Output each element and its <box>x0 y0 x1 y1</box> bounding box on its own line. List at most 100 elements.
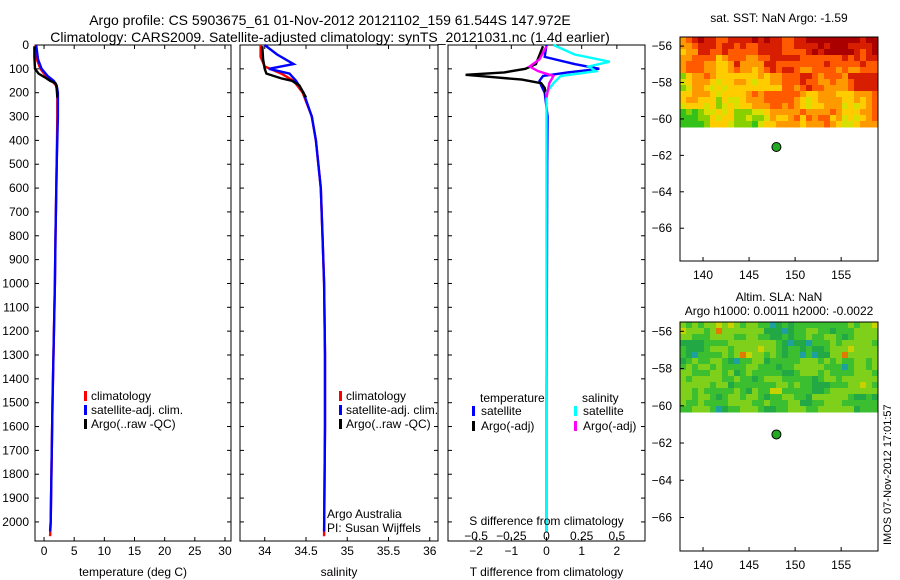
sla_map-cell <box>734 352 741 359</box>
sst_map-cell <box>812 85 819 92</box>
sla_map-cell <box>692 400 699 407</box>
sla_map-cell <box>836 328 843 335</box>
sst_map-cell <box>776 55 783 62</box>
sst_map-cell <box>836 61 843 68</box>
sla_map-cell <box>722 334 729 341</box>
sst_map-cell <box>728 103 735 110</box>
sla_map-cell <box>704 406 711 413</box>
sst_map-cell <box>800 49 807 56</box>
sst_map-cell <box>758 97 765 104</box>
sst_map-cell <box>800 97 807 104</box>
sst_map-cell <box>800 85 807 92</box>
sst_map-cell <box>866 121 873 128</box>
sla_map-cell <box>830 340 837 347</box>
sla_map-cell <box>824 322 831 329</box>
salinity-annotation-line2: PI: Susan Wijffels <box>327 521 421 535</box>
sst_map-cell <box>764 85 771 92</box>
sst_map-cell <box>842 85 849 92</box>
difference-top-tick-label: 0.25 <box>570 529 594 543</box>
sla_map-cell <box>836 334 843 341</box>
sst_map-cell <box>818 103 825 110</box>
sst_map-cell <box>686 73 693 80</box>
sla_map-cell <box>866 328 873 335</box>
sst_map-cell <box>848 121 855 128</box>
sla_map-title-1: Argo h1000: 0.0011 h2000: -0.0022 <box>685 304 874 318</box>
sla_map-cell <box>830 376 837 383</box>
sst_map-cell <box>854 67 861 74</box>
sst_map-cell <box>734 37 741 44</box>
sla_map-cell <box>740 340 747 347</box>
sla_map-cell <box>812 352 819 359</box>
sla_map-cell <box>866 358 873 365</box>
sst_map-cell <box>830 85 837 92</box>
sla_map-cell <box>746 322 753 329</box>
sst_map-cell <box>770 121 777 128</box>
sst_map-cell <box>866 49 873 56</box>
sla_map-cell <box>686 334 693 341</box>
sla_map-cell <box>872 328 879 335</box>
sst_map-cell <box>686 37 693 44</box>
sst_map-cell <box>806 67 813 74</box>
sst_map-cell <box>734 97 741 104</box>
difference-top-axis-label: S difference from climatology <box>469 514 624 528</box>
sla_map-cell <box>842 358 849 365</box>
sst_map-cell <box>854 37 861 44</box>
sla_map-cell <box>686 328 693 335</box>
sst_map-cell <box>764 103 771 110</box>
sst_map-cell <box>686 103 693 110</box>
sst_map-cell <box>722 73 729 80</box>
sst_map-cell <box>692 109 699 116</box>
sst_map-cell <box>782 91 789 98</box>
depth-tick-label: 0 <box>22 38 29 52</box>
sla_map-cell <box>836 382 843 389</box>
sst_map-cell <box>848 103 855 110</box>
sst_map-cell <box>848 61 855 68</box>
sst_map-cell <box>872 37 879 44</box>
sla_map-cell <box>848 370 855 377</box>
sla_map-cell <box>680 364 687 371</box>
temperature-x-tick-label: 10 <box>98 544 112 558</box>
sla_map-cell <box>692 388 699 395</box>
sla_map-cell <box>698 370 705 377</box>
sla_map-cell <box>806 328 813 335</box>
sst_map-cell <box>800 109 807 116</box>
sst_map-cell <box>698 103 705 110</box>
sla_map-cell <box>812 322 819 329</box>
sla_map-cell <box>680 406 687 413</box>
sst_map-cell <box>770 73 777 80</box>
sla_map-cell <box>770 376 777 383</box>
sla_map-cell <box>746 364 753 371</box>
sst_map-cell <box>824 61 831 68</box>
sla_map-cell <box>752 388 759 395</box>
sst_map-cell <box>860 43 867 50</box>
sst_map-y-tick-label: −66 <box>652 221 673 235</box>
sla_map-cell <box>698 406 705 413</box>
sst_map-cell <box>806 109 813 116</box>
sst_map-cell <box>848 85 855 92</box>
sst_map-cell <box>806 55 813 62</box>
sst_map-cell <box>746 61 753 68</box>
sst_map-cell <box>698 79 705 86</box>
sla_map-cell <box>818 328 825 335</box>
sla_map-x-tick-label: 145 <box>739 558 759 572</box>
sst_map-cell <box>782 79 789 86</box>
sla_map-cell <box>722 370 729 377</box>
sla_map-cell <box>800 388 807 395</box>
sst_map-cell <box>710 43 717 50</box>
sst_map-cell <box>698 91 705 98</box>
sla_map-cell <box>692 346 699 353</box>
sst_map-cell <box>836 85 843 92</box>
sla_map-cell <box>782 352 789 359</box>
sst_map-cell <box>728 121 735 128</box>
sst_map-cell <box>710 103 717 110</box>
sla_map-cell <box>800 346 807 353</box>
sst_map-cell <box>794 67 801 74</box>
sst_map-cell <box>824 109 831 116</box>
sst_map-cell <box>752 55 759 62</box>
sla_map-cell <box>680 340 687 347</box>
sla_map-cell <box>764 352 771 359</box>
difference-legend-label: satellite <box>481 404 522 418</box>
sla_map-cell <box>818 364 825 371</box>
sla_map-axes-box <box>679 321 879 552</box>
sst_map-cell <box>740 109 747 116</box>
